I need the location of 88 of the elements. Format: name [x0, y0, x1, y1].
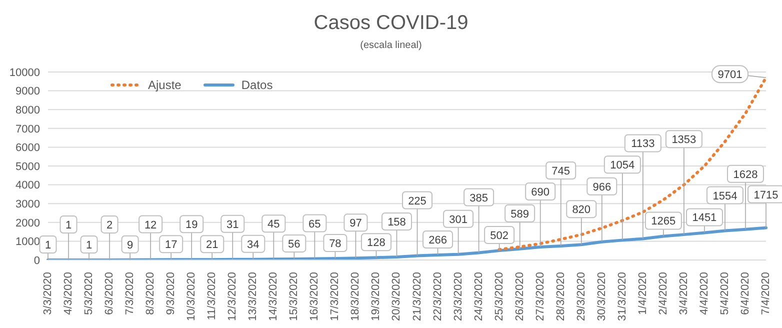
x-tick-label: 1/4/2020 [636, 272, 649, 315]
data-label: 1 [65, 219, 72, 232]
data-label: 97 [350, 218, 362, 230]
y-tick-label: 2000 [16, 217, 40, 230]
x-tick-label: 7/3/2020 [124, 272, 136, 315]
data-label: 56 [288, 238, 300, 250]
data-label: 1451 [692, 212, 717, 224]
x-tick-label: 3/4/2020 [678, 272, 690, 315]
data-label: 301 [449, 214, 468, 226]
y-tick-label: 7000 [16, 123, 40, 136]
x-tick-label: 10/3/2020 [186, 272, 198, 321]
data-label: 78 [329, 238, 342, 250]
data-label: 1265 [651, 216, 676, 228]
x-tick-label: 16/3/2020 [308, 272, 321, 321]
y-tick-label: 6000 [16, 142, 40, 154]
x-tick-label: 25/3/2020 [493, 272, 506, 321]
data-label: 1554 [712, 190, 738, 202]
data-label: 1 [44, 239, 52, 252]
x-tick-label: 17/3/2020 [329, 272, 342, 321]
data-label: 502 [490, 230, 508, 242]
x-tick-label: 27/3/2020 [534, 272, 546, 321]
data-label: 9 [126, 239, 134, 252]
data-label: 9701 [718, 69, 742, 82]
data-label: 65 [308, 218, 321, 230]
y-tick-label: 1000 [16, 236, 40, 248]
data-label: 31 [226, 218, 239, 231]
data-label: 966 [592, 181, 612, 194]
x-tick-label: 13/3/2020 [247, 272, 260, 321]
data-label: 2 [106, 219, 113, 232]
x-tick-label: 15/3/2020 [288, 272, 300, 321]
x-tick-label: 4/4/2020 [698, 272, 710, 315]
x-tick-label: 5/4/2020 [718, 272, 731, 315]
y-tick-label: 10000 [9, 66, 40, 79]
data-label: 12 [144, 219, 157, 232]
x-tick-label: 11/3/2020 [206, 272, 218, 320]
chart-subtitle: (escala lineal) [359, 40, 423, 51]
x-tick-label: 23/3/2020 [452, 272, 464, 321]
data-label: 745 [552, 165, 570, 178]
legend-label: Datos [240, 78, 273, 92]
y-tick-label: 0 [34, 254, 40, 267]
x-tick-label: 22/3/2020 [432, 272, 444, 321]
x-tick-label: 19/3/2020 [370, 272, 382, 321]
data-label: 1628 [733, 168, 758, 181]
x-tick-label: 26/3/2020 [514, 272, 526, 321]
x-tick-label: 28/3/2020 [554, 272, 567, 321]
data-label: 34 [247, 238, 260, 251]
data-label: 1133 [631, 138, 655, 150]
data-label: 19 [185, 219, 198, 232]
data-label: 266 [428, 234, 447, 246]
data-label: 1054 [610, 160, 635, 172]
data-label: 690 [531, 186, 550, 199]
x-tick-label: 6/3/2020 [104, 272, 116, 315]
y-tick-label: 8000 [16, 104, 40, 117]
legend-label: Ajuste [147, 78, 182, 92]
data-label: 45 [268, 218, 280, 231]
x-tick-label: 3/3/2020 [42, 272, 54, 315]
y-tick-label: 9000 [16, 86, 40, 98]
data-label: 1353 [672, 134, 696, 146]
data-label: 128 [367, 237, 386, 250]
x-tick-label: 21/3/2020 [411, 272, 424, 321]
x-tick-label: 18/3/2020 [350, 272, 362, 321]
chart-title: Casos COVID-19 [312, 12, 470, 35]
x-tick-label: 2/4/2020 [657, 272, 670, 315]
y-tick-label: 5000 [16, 160, 40, 173]
x-tick-label: 5/3/2020 [83, 272, 96, 315]
x-tick-label: 12/3/2020 [226, 272, 239, 321]
x-tick-label: 6/4/2020 [739, 272, 752, 315]
x-tick-label: 8/3/2020 [144, 272, 157, 315]
data-label: 1715 [754, 189, 778, 202]
x-tick-label: 24/3/2020 [472, 272, 485, 321]
x-tick-label: 4/3/2020 [62, 272, 75, 315]
data-label: 158 [388, 216, 406, 229]
data-label: 385 [470, 192, 488, 204]
y-tick-label: 3000 [16, 198, 40, 211]
x-tick-label: 31/3/2020 [616, 272, 628, 321]
x-tick-label: 9/3/2020 [165, 272, 178, 315]
x-tick-label: 29/3/2020 [575, 272, 588, 321]
x-tick-label: 20/3/2020 [390, 272, 403, 321]
data-label: 17 [164, 239, 178, 252]
y-tick-label: 4000 [16, 180, 40, 192]
x-tick-label: 14/3/2020 [268, 272, 280, 321]
data-label: 21 [206, 239, 218, 252]
data-label: 820 [572, 204, 591, 216]
data-label: 1 [86, 239, 92, 252]
data-label: 589 [510, 208, 530, 220]
x-tick-label: 7/4/2020 [760, 272, 772, 315]
x-tick-label: 30/3/2020 [596, 272, 608, 321]
data-label: 225 [408, 195, 426, 208]
